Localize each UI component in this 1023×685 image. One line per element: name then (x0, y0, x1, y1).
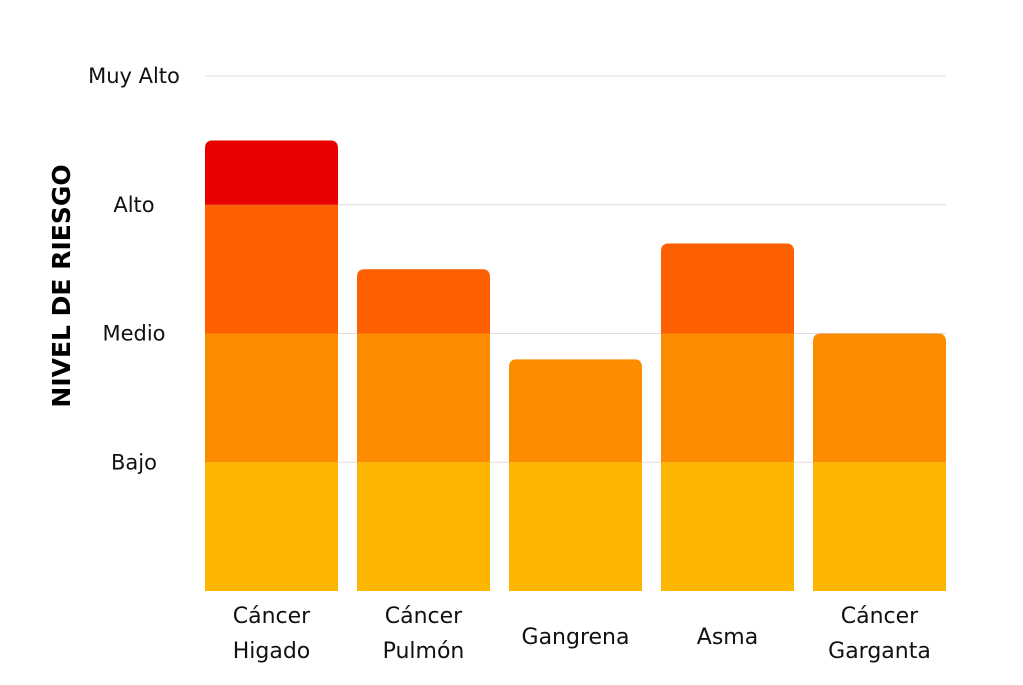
bar-0-band-0 (205, 462, 338, 591)
bar-4-band-0 (813, 462, 946, 591)
bar-3-band-2 (661, 243, 794, 334)
bar-0-band-2 (205, 204, 338, 334)
y-tick-label: Bajo (111, 450, 157, 474)
bar-0-band-3 (205, 140, 338, 205)
bar-3 (661, 243, 794, 591)
x-category-label-2: Gangrena (522, 625, 630, 650)
x-category-labels: Cáncer Higado Cáncer Pulmón Gangrena Asma Cánc… (233, 604, 931, 664)
x-category-label-3: Asma (697, 625, 758, 650)
bar-1-band-1 (357, 333, 490, 463)
y-tick-label: Muy Alto (88, 64, 180, 88)
y-tick-label: Medio (102, 322, 165, 346)
bar-1-band-2 (357, 269, 490, 334)
x-category-label-4: Cáncer Garganta (828, 604, 931, 664)
bar-3-band-1 (661, 333, 794, 463)
bar-3-band-0 (661, 462, 794, 591)
bar-1 (357, 269, 490, 591)
bar-2-band-0 (509, 462, 642, 591)
x-category-label-1: Cáncer Pulmón (383, 604, 465, 664)
y-tick-label: Alto (113, 193, 154, 217)
bar-4 (813, 333, 946, 591)
y-axis-title: NIVEL DE RIESGO (47, 164, 76, 407)
bar-2 (509, 359, 642, 591)
bar-1-band-0 (357, 462, 490, 591)
bar-2-band-1 (509, 359, 642, 463)
bar-4-band-1 (813, 333, 946, 463)
x-category-label-0: Cáncer Higado (233, 604, 311, 664)
bars (205, 140, 946, 591)
bar-0-band-1 (205, 333, 338, 463)
bar-0 (205, 140, 338, 591)
y-tick-labels: Bajo Medio Alto Muy Alto (88, 64, 180, 474)
